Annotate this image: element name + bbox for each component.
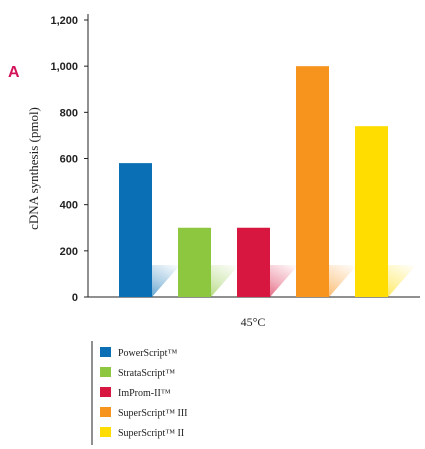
legend-label: SuperScript™ II — [118, 428, 184, 439]
legend-label: ImProm-II™ — [118, 388, 171, 399]
legend-label: PowerScript™ — [118, 348, 177, 359]
legend-swatch — [100, 367, 111, 377]
legend-label: SuperScript™ III — [118, 408, 188, 419]
bar — [355, 126, 388, 297]
bars — [119, 66, 416, 298]
y-tick-label: 1,200 — [50, 15, 78, 27]
bar — [178, 227, 211, 297]
legend: PowerScript™ StrataScript™ ImProm-II™ Super… — [91, 341, 188, 445]
y-tick-label: 400 — [60, 200, 78, 212]
y-ticks: 0 200 400 600 800 1,000 1,200 — [50, 15, 88, 304]
bar — [119, 163, 152, 297]
legend-label: StrataScript™ — [118, 368, 175, 379]
y-tick-label: 600 — [60, 154, 78, 166]
legend-swatch — [100, 347, 111, 357]
legend-swatch — [100, 427, 111, 437]
y-tick-label: 0 — [72, 292, 78, 304]
legend-swatch — [100, 387, 111, 397]
y-tick-label: 1,000 — [50, 61, 78, 73]
y-axis-label: cDNA synthesis (pmol) — [26, 107, 41, 230]
x-axis-label: 45°C — [241, 315, 266, 329]
y-tick-label: 800 — [60, 107, 78, 119]
bar — [237, 227, 270, 297]
panel-label: A — [8, 64, 20, 81]
bar — [296, 66, 329, 298]
y-tick-label: 200 — [60, 246, 78, 258]
legend-swatch — [100, 407, 111, 417]
